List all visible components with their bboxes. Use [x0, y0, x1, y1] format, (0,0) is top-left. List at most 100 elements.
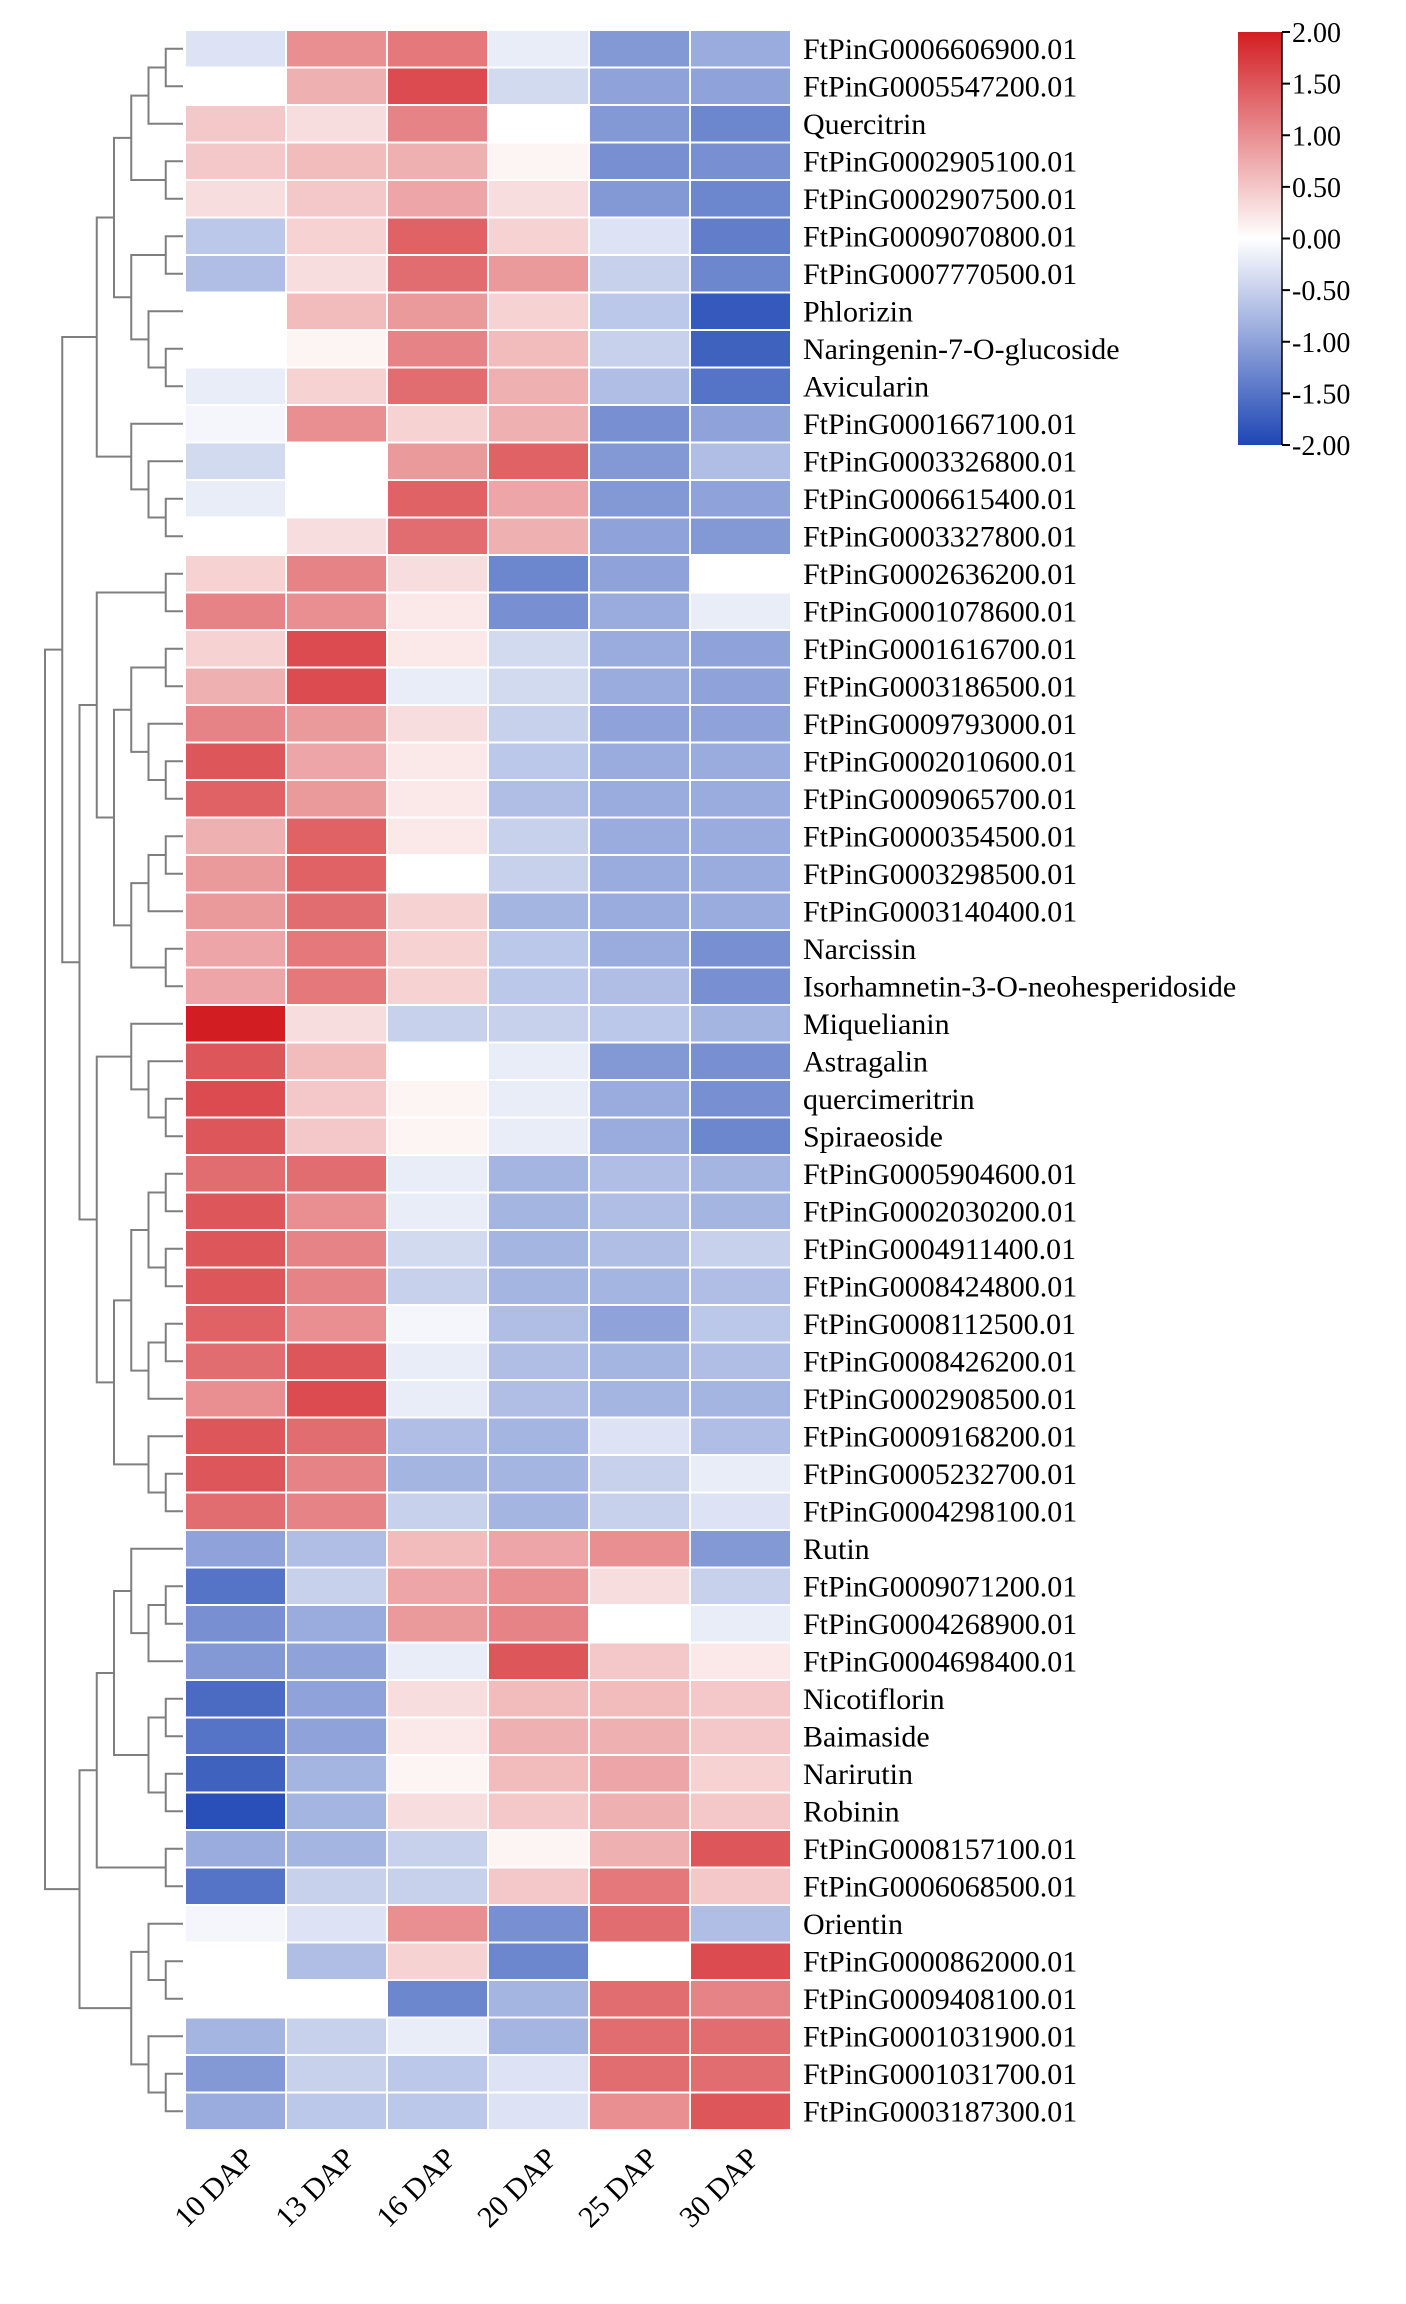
heatmap-cell	[689, 1491, 792, 1531]
heatmap-cell	[588, 2091, 691, 2131]
heatmap-cell	[184, 816, 287, 856]
heatmap-cell	[285, 666, 388, 706]
row-labels: FtPinG0006606900.01 FtPinG0005547200.01 Qu…	[803, 33, 1236, 2129]
heatmap-cell	[588, 1716, 691, 1756]
heatmap-cell	[689, 366, 792, 406]
heatmap-cell	[487, 1229, 590, 1269]
dendrogram-branch	[164, 572, 183, 613]
heatmap-cell	[588, 704, 691, 744]
heatmap-cell	[689, 1266, 792, 1306]
heatmap-cell	[285, 1791, 388, 1831]
row-label: FtPinG0003298500.01	[803, 858, 1077, 891]
heatmap-cell	[285, 554, 388, 594]
heatmap-cell	[285, 179, 388, 219]
color-legend-bar	[1238, 32, 1282, 445]
color-legend-tick-label: 1.50	[1292, 70, 1341, 101]
heatmap-cell	[184, 1191, 287, 1231]
heatmap-cell	[285, 1154, 388, 1194]
heatmap-cell	[588, 854, 691, 894]
heatmap-cell	[184, 1266, 287, 1306]
heatmap-cell	[184, 1229, 287, 1269]
heatmap-cell	[689, 66, 792, 106]
heatmap-cell	[184, 554, 287, 594]
heatmap-cell	[487, 141, 590, 181]
heatmap-cell	[184, 1979, 287, 2019]
heatmap-cell	[285, 66, 388, 106]
heatmap-cell	[689, 741, 792, 781]
heatmap-cell	[487, 291, 590, 331]
heatmap-cell	[487, 1604, 590, 1644]
heatmap-cell	[689, 1604, 792, 1644]
heatmap-cell	[184, 1754, 287, 1794]
heatmap-cell	[285, 329, 388, 369]
row-label: FtPinG0009071200.01	[803, 1570, 1077, 1603]
row-label: Avicularin	[803, 370, 929, 403]
heatmap-cell	[184, 1454, 287, 1494]
heatmap-cell	[386, 1416, 489, 1456]
heatmap-cell	[487, 1154, 590, 1194]
heatmap-cell	[689, 591, 792, 631]
row-label: FtPinG0002636200.01	[803, 558, 1077, 591]
heatmap-cell	[487, 1979, 590, 2019]
heatmap-cell	[588, 966, 691, 1006]
row-label: FtPinG0003140400.01	[803, 895, 1077, 928]
row-label: Miquelianin	[803, 1008, 950, 1041]
heatmap-cell	[285, 1716, 388, 1756]
heatmap-cell	[184, 1079, 287, 1119]
heatmap-cell	[689, 929, 792, 969]
heatmap-cell	[689, 1154, 792, 1194]
heatmap-cell	[184, 254, 287, 294]
row-label: Narirutin	[803, 1758, 913, 1791]
heatmap-cell	[487, 1941, 590, 1981]
heatmap-cell	[487, 1566, 590, 1606]
heatmap-cell	[184, 1604, 287, 1644]
dendrogram-branch	[44, 648, 80, 1891]
heatmap-cell	[184, 629, 287, 669]
heatmap-cell	[487, 1454, 590, 1494]
heatmap-cell	[184, 1004, 287, 1044]
row-label: FtPinG0004298100.01	[803, 1495, 1077, 1528]
heatmap-cell	[285, 1904, 388, 1944]
heatmap-cell	[689, 1566, 792, 1606]
heatmap-cell	[386, 1454, 489, 1494]
heatmap-cell	[184, 666, 287, 706]
heatmap-cell	[689, 179, 792, 219]
heatmap-cell	[689, 854, 792, 894]
dendrogram-branch	[130, 422, 183, 491]
heatmap-cell	[386, 704, 489, 744]
heatmap-cell	[588, 29, 691, 69]
heatmap-cell	[689, 816, 792, 856]
row-label: Nicotiflorin	[803, 1683, 945, 1716]
heatmap-cell	[487, 666, 590, 706]
row-label: FtPinG0007770500.01	[803, 258, 1077, 291]
heatmap-cell	[285, 1004, 388, 1044]
row-label: FtPinG0002907500.01	[803, 183, 1077, 216]
heatmap-cell	[689, 141, 792, 181]
heatmap-cell	[386, 66, 489, 106]
heatmap-cell	[588, 366, 691, 406]
heatmap-cell	[689, 1379, 792, 1419]
row-label: Orientin	[803, 1908, 903, 1941]
heatmap-cell	[386, 516, 489, 556]
heatmap-cell	[588, 816, 691, 856]
heatmap-cell	[386, 929, 489, 969]
column-label: 13 DAP	[269, 2142, 361, 2234]
heatmap-cell	[184, 441, 287, 481]
dendrogram-branch	[113, 136, 132, 299]
heatmap-cell	[689, 1904, 792, 1944]
heatmap-cell	[487, 816, 590, 856]
heatmap-cell	[588, 404, 691, 444]
heatmap-cell	[689, 1341, 792, 1381]
heatmap-cell	[588, 1866, 691, 1906]
heatmap-cell	[184, 1904, 287, 1944]
heatmap-cell	[285, 779, 388, 819]
heatmap-cell	[588, 1041, 691, 1081]
heatmap-cell	[588, 104, 691, 144]
heatmap-cell	[487, 929, 590, 969]
heatmap-cell	[487, 2016, 590, 2056]
heatmap-cell	[285, 1416, 388, 1456]
heatmap-cell	[487, 1416, 590, 1456]
heatmap-cell	[184, 1716, 287, 1756]
heatmap-cell	[588, 1191, 691, 1231]
heatmap-cell	[689, 1116, 792, 1156]
